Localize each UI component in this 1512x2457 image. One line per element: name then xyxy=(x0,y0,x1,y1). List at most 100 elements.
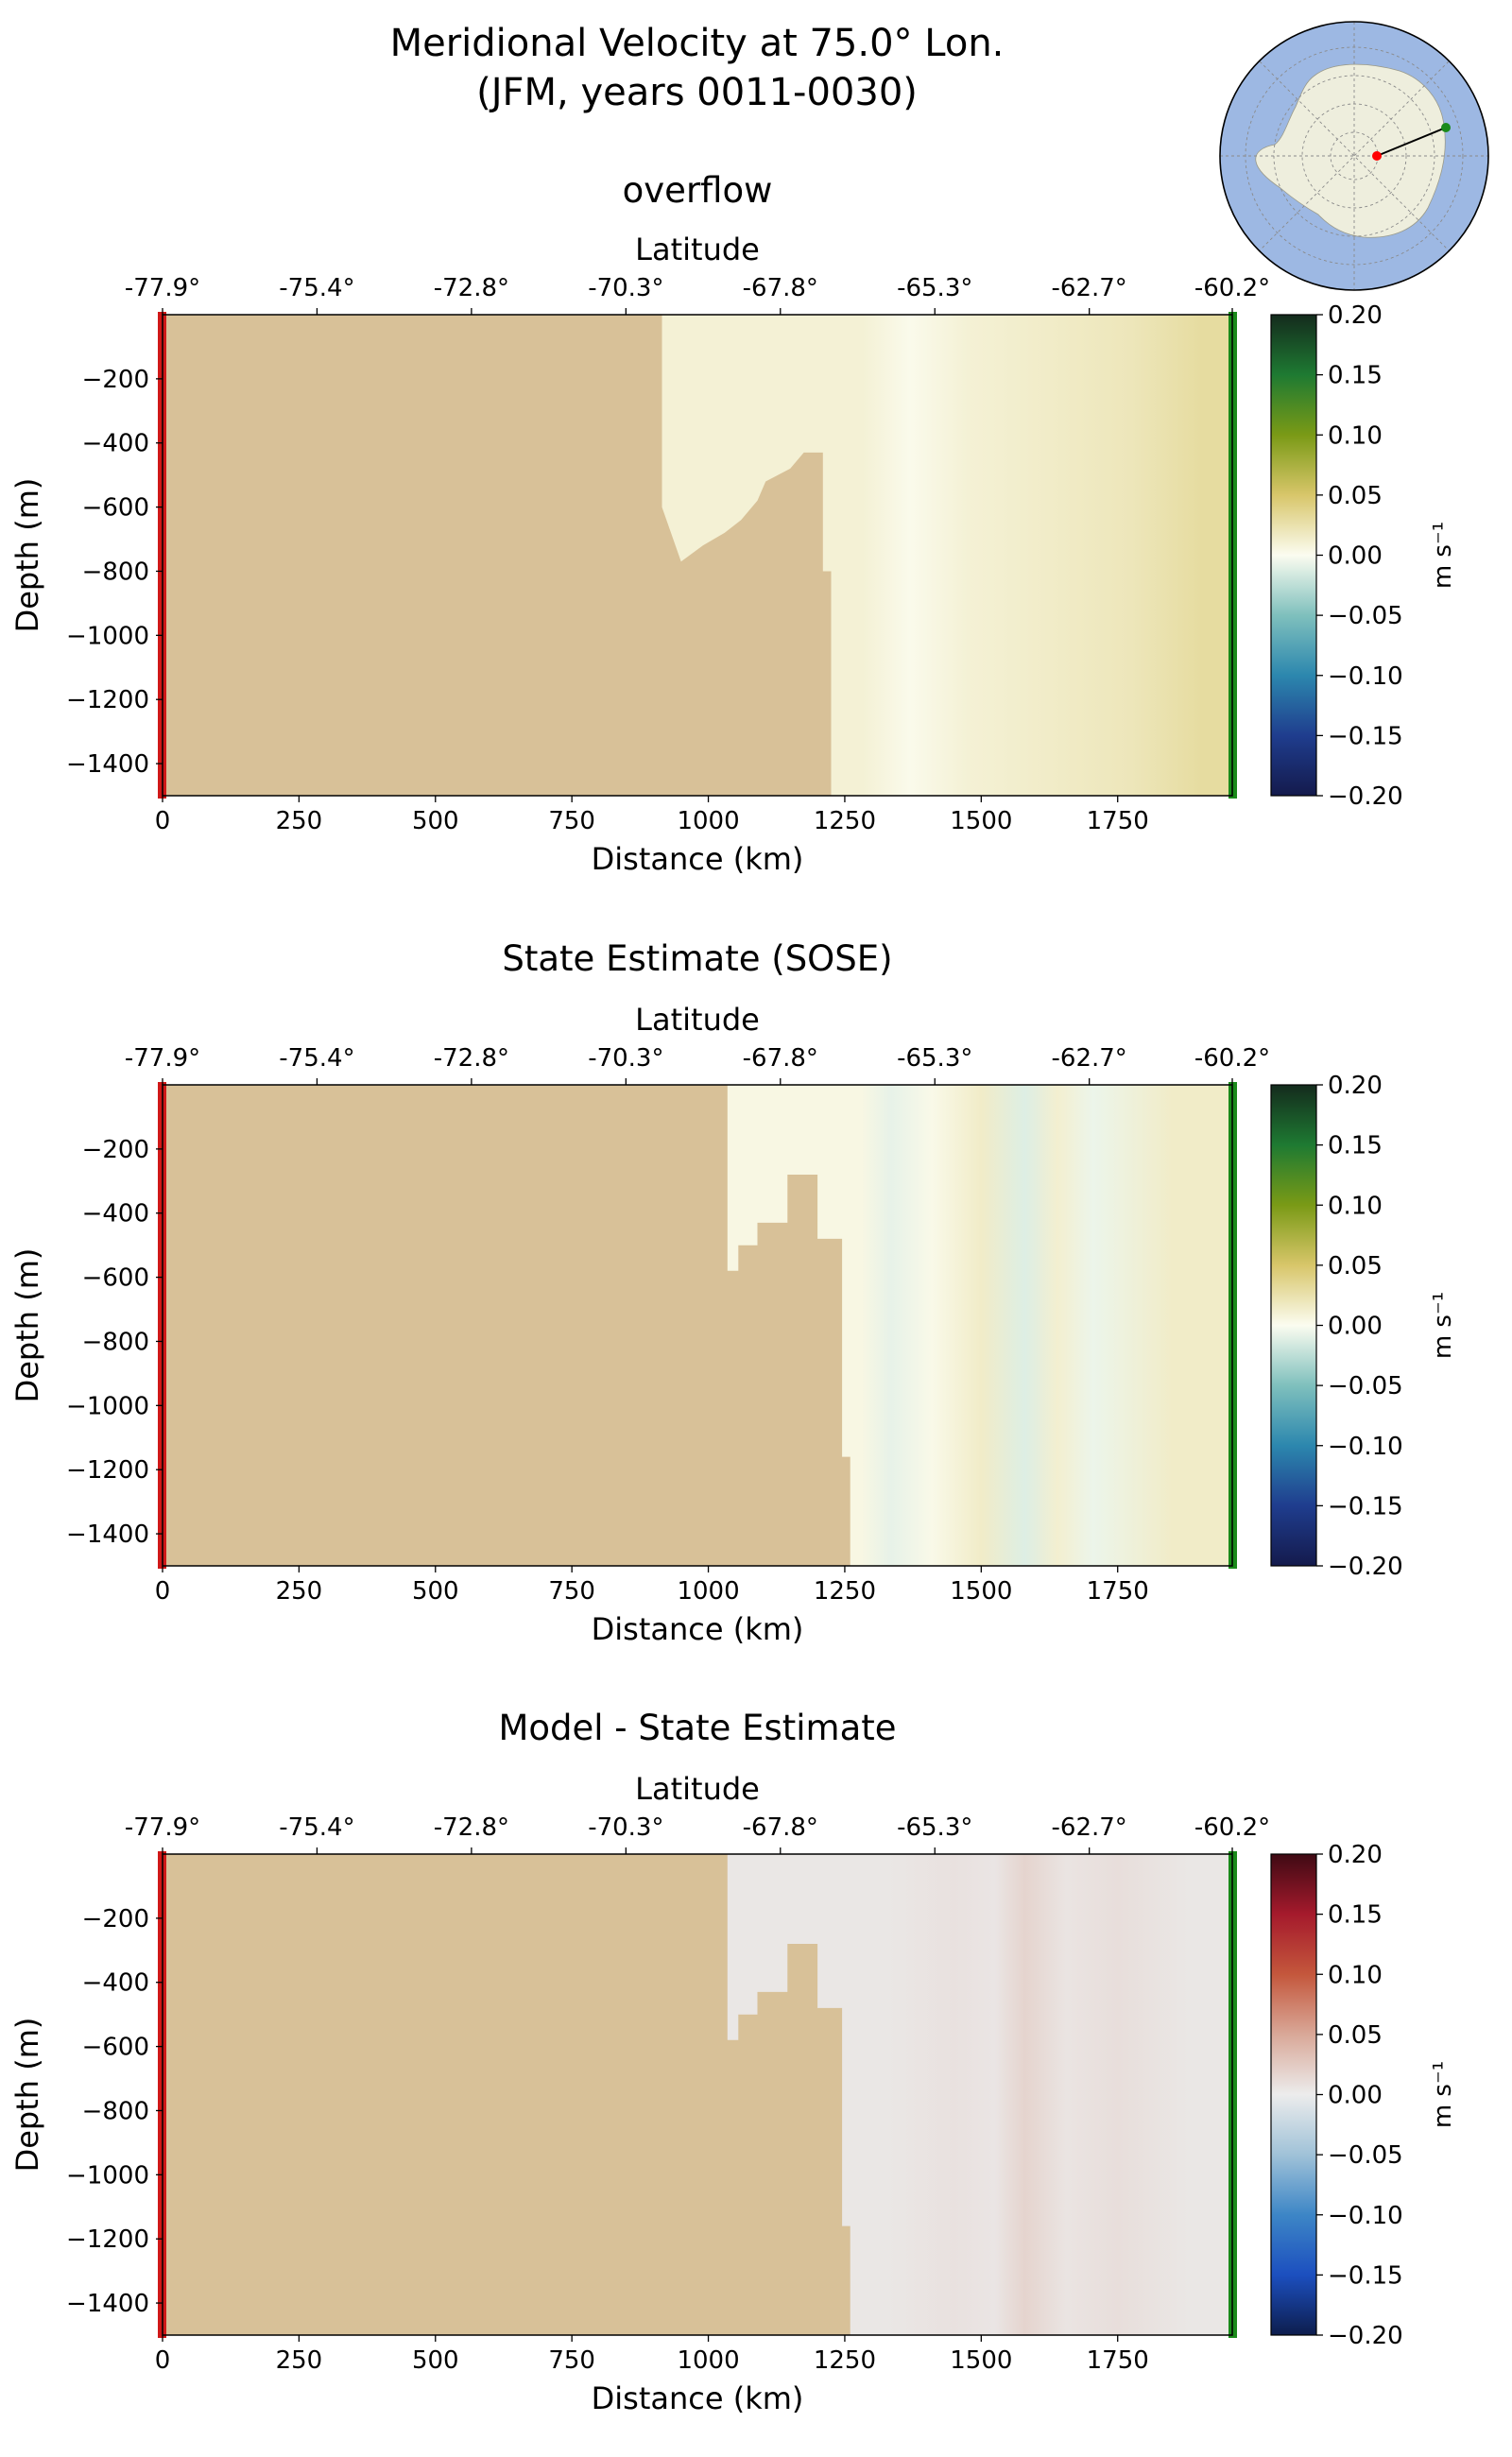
panel-2-chart: 0 250 500 750 1000 1250 1500 1750 −200 −400 −600 −8… xyxy=(9,1002,1457,1647)
top-tick-label: -75.4° xyxy=(279,1813,354,1842)
top-tick-label: -60.2° xyxy=(1194,1044,1270,1073)
antarctica-landmass xyxy=(1255,63,1446,238)
panel-1-chart: 0 250 500 750 1000 1250 1500 1750 −200 −400 −600 −8… xyxy=(9,232,1457,877)
top-tick-label: -70.3° xyxy=(588,1044,663,1073)
x-tick-label: 1250 xyxy=(814,1577,876,1606)
x-tick-label: 1750 xyxy=(1087,807,1149,835)
x-tick-label: 1750 xyxy=(1087,1577,1149,1606)
top-tick-label: -67.8° xyxy=(743,274,818,302)
colorbar-tick-label: 0.20 xyxy=(1328,1072,1383,1100)
y-tick-label: −800 xyxy=(82,2097,149,2125)
y-tick-label: −600 xyxy=(82,1264,149,1293)
panel-1-title: overflow xyxy=(622,170,773,211)
top-tick-label: -65.3° xyxy=(897,1813,972,1842)
top-axis-label: Latitude xyxy=(635,1771,760,1807)
top-tick-label: -65.3° xyxy=(897,274,972,302)
y-tick-label: −1200 xyxy=(66,2225,149,2254)
y-tick-label: −600 xyxy=(82,2034,149,2062)
x-tick-label: 0 xyxy=(155,807,171,835)
x-tick-label: 500 xyxy=(412,807,459,835)
colorbar-tick-label: 0.10 xyxy=(1328,1192,1383,1220)
colorbar-tick-label: 0.20 xyxy=(1328,1841,1383,1869)
y-tick-label: −1400 xyxy=(66,1521,149,1549)
top-tick-label: -70.3° xyxy=(588,1813,663,1842)
x-tick-label: 1500 xyxy=(950,1577,1012,1606)
figure-title: Meridional Velocity at 75.0° Lon. xyxy=(389,22,1005,65)
colorbar-tick-label: 0.05 xyxy=(1328,482,1383,510)
x-axis-label: Distance (km) xyxy=(592,841,804,877)
land-mask xyxy=(163,315,832,796)
land-mask xyxy=(163,1854,850,2335)
y-tick-label: −400 xyxy=(82,1200,149,1228)
y-tick-label: −200 xyxy=(82,1905,149,1933)
x-tick-label: 750 xyxy=(548,1577,595,1606)
top-axis-label: Latitude xyxy=(635,1002,760,1038)
colorbar-tick-label: −0.05 xyxy=(1328,1372,1403,1400)
colorbar-tick-label: 0.15 xyxy=(1328,1132,1383,1160)
x-tick-label: 1500 xyxy=(950,2346,1012,2375)
colorbar-tick-label: 0.00 xyxy=(1328,2082,1383,2110)
colorbar-label: m s⁻¹ xyxy=(1429,522,1457,589)
y-axis-label: Depth (m) xyxy=(9,478,45,633)
colorbar-tick-label: −0.15 xyxy=(1328,2261,1403,2290)
top-tick-label: -75.4° xyxy=(279,274,354,302)
colorbar xyxy=(1270,1853,1317,2336)
x-axis-label: Distance (km) xyxy=(592,2380,804,2416)
colorbar-tick-label: −0.20 xyxy=(1328,782,1403,811)
y-tick-label: −1400 xyxy=(66,750,149,779)
top-tick-label: -70.3° xyxy=(588,274,663,302)
y-tick-label: −1200 xyxy=(66,1456,149,1485)
y-axis-label: Depth (m) xyxy=(9,2018,45,2173)
panel-3-title: Model - State Estimate xyxy=(498,1708,897,1748)
colorbar-tick-label: 0.05 xyxy=(1328,1252,1383,1280)
colorbar-tick-label: −0.20 xyxy=(1328,1553,1403,1581)
x-tick-label: 1000 xyxy=(677,2346,739,2375)
y-tick-label: −1000 xyxy=(66,622,149,650)
y-tick-label: −400 xyxy=(82,430,149,458)
x-tick-label: 1500 xyxy=(950,807,1012,835)
colorbar-tick-label: −0.10 xyxy=(1328,662,1403,691)
y-tick-label: −1400 xyxy=(66,2290,149,2318)
colorbar-tick-label: −0.05 xyxy=(1328,2141,1403,2170)
top-tick-label: -62.7° xyxy=(1052,1813,1127,1842)
y-tick-label: −600 xyxy=(82,494,149,523)
colorbar-tick-label: −0.05 xyxy=(1328,602,1403,630)
y-tick-label: −200 xyxy=(82,1136,149,1164)
x-tick-label: 750 xyxy=(548,2346,595,2375)
x-tick-label: 1000 xyxy=(677,1577,739,1606)
top-tick-label: -72.8° xyxy=(434,1813,509,1842)
top-tick-label: -75.4° xyxy=(279,1044,354,1073)
x-tick-label: 1250 xyxy=(814,807,876,835)
colorbar-tick-label: 0.05 xyxy=(1328,2021,1383,2050)
plot-frame xyxy=(162,1084,1233,1567)
colorbar-tick-label: 0.10 xyxy=(1328,421,1383,450)
y-axis-label: Depth (m) xyxy=(9,1248,45,1403)
x-axis-label: Distance (km) xyxy=(592,1611,804,1647)
y-tick-label: −800 xyxy=(82,1328,149,1356)
section-end-point xyxy=(1441,123,1451,132)
x-tick-label: 750 xyxy=(548,807,595,835)
top-tick-label: -77.9° xyxy=(125,274,200,302)
colorbar-tick-label: −0.10 xyxy=(1328,1433,1403,1461)
plot-frame xyxy=(162,1853,1233,2336)
colorbar-tick-label: 0.10 xyxy=(1328,1961,1383,1989)
panel-2-title: State Estimate (SOSE) xyxy=(502,938,893,979)
land-mask xyxy=(163,1085,850,1566)
colorbar-tick-label: 0.15 xyxy=(1328,1901,1383,1930)
colorbar-tick-label: −0.15 xyxy=(1328,722,1403,750)
x-tick-label: 500 xyxy=(412,1577,459,1606)
colorbar-tick-label: 0.15 xyxy=(1328,362,1383,390)
y-tick-label: −1200 xyxy=(66,686,149,714)
top-tick-label: -67.8° xyxy=(743,1813,818,1842)
top-tick-label: -67.8° xyxy=(743,1044,818,1073)
y-tick-label: −800 xyxy=(82,558,149,586)
y-tick-label: −1000 xyxy=(66,2161,149,2190)
top-tick-label: -77.9° xyxy=(125,1813,200,1842)
colorbar-tick-label: −0.10 xyxy=(1328,2202,1403,2230)
x-tick-label: 1000 xyxy=(677,807,739,835)
colorbar xyxy=(1270,314,1317,797)
antarctica-locator-map xyxy=(1219,21,1489,291)
colorbar-label: m s⁻¹ xyxy=(1429,2061,1457,2128)
x-tick-label: 250 xyxy=(276,2346,323,2375)
top-tick-label: -65.3° xyxy=(897,1044,972,1073)
